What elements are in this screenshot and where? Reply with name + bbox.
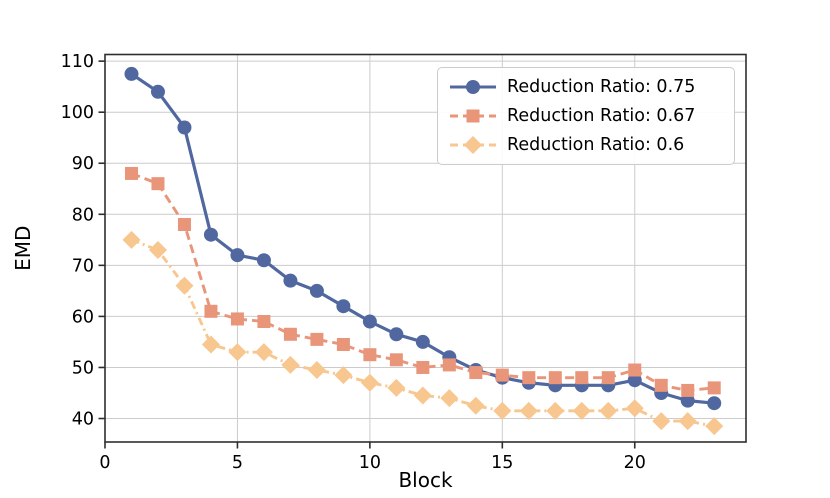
legend-line-square-icon [450,109,496,123]
legend: Reduction Ratio: 0.75 Reduction Ratio: 0… [437,67,735,165]
y-tick-label: 40 [72,410,94,430]
x-tick-label: 15 [491,453,513,473]
x-axis-label: Block [398,468,453,492]
y-tick-label: 90 [72,154,94,174]
x-tick-label: 10 [359,453,381,473]
series-square [124,166,721,397]
x-tick-label: 5 [232,453,243,473]
y-tick-label: 110 [61,52,94,72]
y-tick-label: 50 [72,358,94,378]
x-tick-label: 0 [99,453,110,473]
y-tick-label: 70 [72,256,94,276]
plot-frame [104,53,747,443]
tick-labels: 40 50 60 70 80 90 100 110 0 5 10 15 20 [61,52,646,473]
y-tick-label: 80 [72,205,94,225]
y-axis-label: EMD [11,226,35,271]
legend-item-label: Reduction Ratio: 0.75 [507,77,696,98]
y-tick-label: 100 [61,103,94,123]
x-tick-label: 20 [624,453,646,473]
axis-ticks [98,60,636,449]
legend-line-circle-icon [450,80,496,95]
legend-item: Reduction Ratio: 0.75 [448,77,724,97]
legend-item: Reduction Ratio: 0.67 [448,106,724,126]
y-tick-label: 60 [72,307,94,327]
legend-line-diamond-icon [450,135,496,154]
legend-item: Reduction Ratio: 0.6 [448,135,724,155]
legend-item-label: Reduction Ratio: 0.67 [507,105,696,126]
series-diamond [122,230,724,436]
legend-item-label: Reduction Ratio: 0.6 [507,134,685,155]
